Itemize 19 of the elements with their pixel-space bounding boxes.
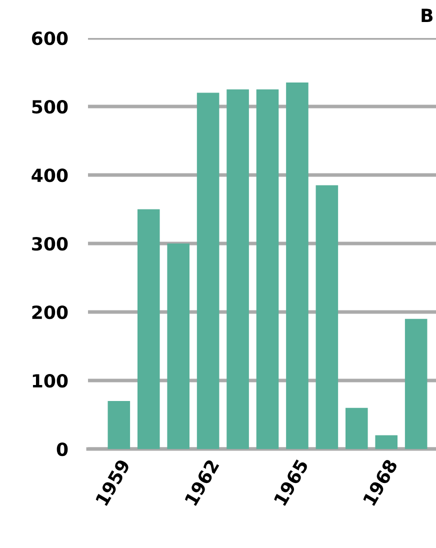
- y-tick-label: 100: [32, 374, 68, 388]
- bar: [226, 89, 249, 449]
- bar: [404, 318, 428, 449]
- bar: [108, 401, 130, 449]
- bar: [167, 244, 190, 449]
- y-tick-label: 200: [32, 305, 68, 320]
- y-tick-label: 400: [32, 168, 68, 182]
- bar: [286, 82, 308, 449]
- y-tick-label: 600: [32, 31, 68, 46]
- bar: [137, 209, 160, 449]
- bar: [316, 185, 338, 449]
- chart-title: B: [422, 8, 433, 22]
- bar: [346, 408, 368, 449]
- y-tick-label: 0: [56, 442, 68, 456]
- bar: [375, 435, 398, 449]
- bar: [196, 92, 220, 449]
- y-tick-label: 300: [32, 236, 68, 251]
- bar: [256, 89, 279, 449]
- y-tick-label: 500: [32, 100, 68, 114]
